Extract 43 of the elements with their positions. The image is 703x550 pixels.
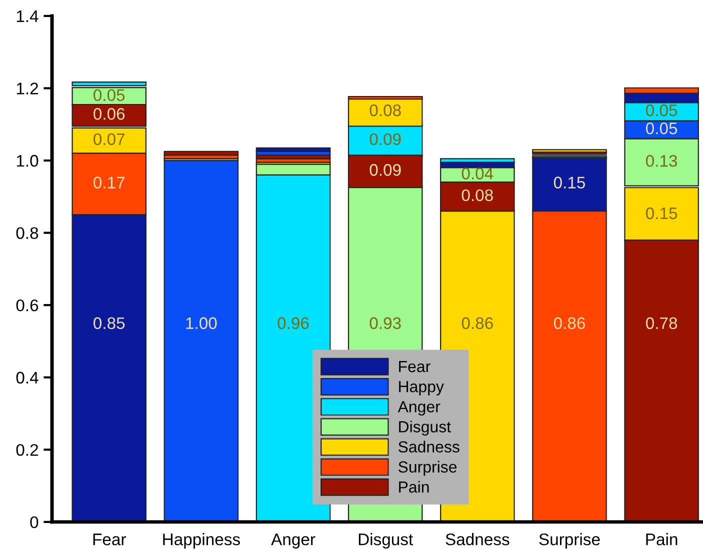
data-label: 0.15	[646, 207, 678, 220]
legend-label: Anger	[398, 401, 440, 416]
data-label: 0.09	[370, 164, 401, 176]
legend-label: Disgust	[399, 420, 451, 436]
x-tick-label: Surprise	[539, 533, 600, 549]
y-tick-label: 0.6	[16, 299, 38, 312]
data-label: 0.96	[278, 317, 309, 330]
data-label: 0.06	[94, 108, 125, 120]
data-label: 0.17	[94, 176, 124, 188]
data-label: 0.05	[646, 122, 678, 134]
legend-label: Pain	[399, 480, 429, 493]
y-tick-label: 1.4	[16, 10, 38, 22]
data-label: 0.08	[370, 104, 401, 116]
legend-label: Surprise	[398, 460, 457, 476]
data-label: 0.78	[646, 317, 678, 330]
y-tick-label: 0.8	[16, 227, 38, 240]
data-label: 0.07	[94, 133, 124, 146]
x-tick-label: Disgust	[358, 533, 414, 549]
data-label: 0.05	[94, 89, 125, 102]
data-label: 0.85	[94, 317, 125, 330]
data-label: 0.08	[462, 189, 493, 202]
legend-label: Happy	[399, 381, 444, 396]
y-tick-label: 1.0	[16, 154, 38, 167]
y-tick-label: 0.2	[16, 444, 38, 456]
legend-label: Fear	[399, 361, 430, 372]
y-tick-label: 1.2	[16, 82, 38, 94]
data-label: 0.05	[646, 104, 678, 116]
y-tick-label: 0.4	[16, 372, 38, 384]
data-label: 0.09	[370, 133, 401, 146]
x-tick-label: Sadness	[446, 533, 510, 546]
data-label: 0.86	[554, 317, 585, 330]
data-label: 1.00	[186, 317, 217, 330]
x-tick-label: Pain	[646, 533, 678, 546]
x-tick-label: Fear	[93, 534, 126, 546]
legend-label: Sadness	[398, 440, 460, 453]
data-label: 0.86	[462, 317, 493, 330]
data-label: 0.93	[370, 317, 401, 330]
data-label: 0.13	[646, 155, 678, 167]
y-tick-label: 0	[30, 516, 38, 528]
x-tick-label: Happiness	[163, 533, 240, 549]
data-label: 0.15	[554, 176, 586, 188]
x-tick-label: Anger	[271, 534, 316, 549]
data-label: 0.04	[462, 168, 494, 180]
